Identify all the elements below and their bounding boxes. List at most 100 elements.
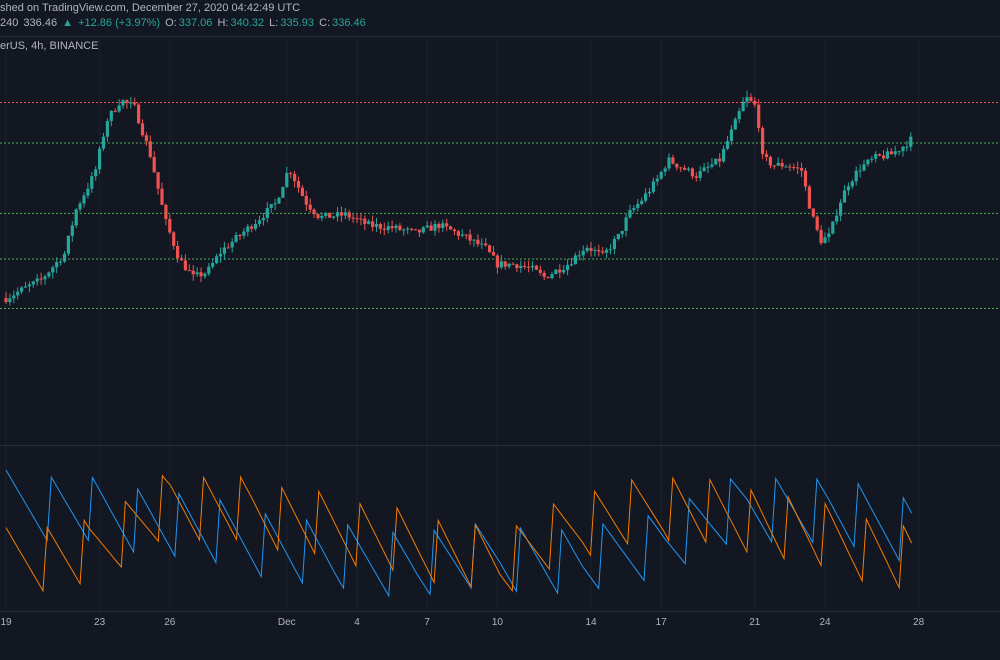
candle <box>827 233 831 238</box>
candle <box>20 287 24 292</box>
time-axis-label: 28 <box>913 617 925 628</box>
candle <box>410 228 414 230</box>
time-axis-label: 23 <box>94 617 106 628</box>
candle <box>527 266 531 268</box>
candle <box>121 100 125 106</box>
candle <box>589 247 593 251</box>
low-label: L: <box>269 17 279 29</box>
candle <box>503 261 507 267</box>
candle <box>741 101 745 112</box>
time-axis-label: Dec <box>278 617 296 628</box>
up-triangle-icon: ▲ <box>62 17 74 29</box>
candle <box>569 264 574 266</box>
candle <box>242 231 246 236</box>
candle <box>296 181 301 188</box>
candle <box>620 230 624 234</box>
candle <box>195 272 199 275</box>
candle <box>359 218 363 220</box>
candle <box>218 253 223 257</box>
candle <box>172 232 176 246</box>
candle <box>281 187 285 198</box>
candle <box>86 188 90 196</box>
candle <box>277 197 281 204</box>
candle <box>160 188 164 205</box>
candle <box>402 229 406 231</box>
candle <box>651 181 655 192</box>
candle <box>347 212 351 218</box>
candle <box>304 195 308 205</box>
candle <box>655 178 659 182</box>
candle <box>164 204 168 219</box>
candle <box>729 129 733 142</box>
candle <box>35 278 39 282</box>
candle <box>585 247 589 251</box>
candle <box>507 263 511 267</box>
candle <box>523 265 527 267</box>
publish-info: shed on TradingView.com, December 27, 20… <box>0 2 301 14</box>
candle <box>577 255 581 257</box>
candle <box>62 253 67 262</box>
candle <box>905 146 909 148</box>
candle <box>476 239 480 245</box>
candle <box>718 158 722 162</box>
candle <box>90 176 94 189</box>
last-price: 336.46 <box>23 17 58 29</box>
candle <box>616 233 620 240</box>
chart-header: shed on TradingView.com, December 27, 20… <box>0 0 1000 36</box>
candle <box>23 286 28 288</box>
candle <box>909 136 913 147</box>
candle <box>8 298 12 303</box>
candle <box>94 169 98 177</box>
candle <box>854 170 858 182</box>
candle <box>803 170 808 187</box>
candle <box>608 249 613 251</box>
candle <box>893 151 897 155</box>
candle <box>417 229 421 233</box>
candle <box>230 241 234 248</box>
time-axis-label: 4 <box>354 617 360 628</box>
candle <box>874 154 878 159</box>
candle <box>710 164 714 167</box>
candle <box>215 256 219 263</box>
candle <box>105 120 109 137</box>
time-axis-label: 14 <box>585 617 597 628</box>
candle <box>101 136 106 149</box>
candle <box>530 265 535 268</box>
candle <box>386 226 390 230</box>
aroon-line <box>5 474 913 593</box>
candle <box>772 165 776 167</box>
candle <box>328 212 332 218</box>
pane-divider[interactable] <box>0 445 1000 446</box>
time-axis-divider <box>0 611 1000 612</box>
candle <box>725 141 730 149</box>
time-axis-label: 24 <box>819 617 831 628</box>
candle <box>542 272 546 277</box>
candle <box>187 270 191 272</box>
candle <box>679 167 683 169</box>
close-value: 336.46 <box>332 17 366 29</box>
candle <box>819 229 823 244</box>
candle <box>702 167 706 171</box>
candle <box>835 215 839 222</box>
candle <box>39 278 43 280</box>
candle <box>831 221 835 234</box>
candle <box>324 212 328 216</box>
candle <box>733 119 737 130</box>
candle <box>683 167 687 170</box>
candle <box>320 215 324 219</box>
candle <box>761 128 765 155</box>
price-change: +12.86 (+3.97%) <box>78 17 161 29</box>
time-axis-label: 26 <box>164 617 176 628</box>
candle <box>562 269 566 273</box>
candle <box>749 97 753 101</box>
candle <box>671 157 675 164</box>
candle <box>308 204 312 210</box>
candle <box>850 181 854 187</box>
candle <box>133 102 137 105</box>
candle <box>870 158 874 160</box>
candle <box>70 225 74 236</box>
candle <box>460 234 464 236</box>
candle <box>753 100 757 105</box>
ohlc-legend: 240 336.46 ▲ +12.86 (+3.97%) O: 337.06 H:… <box>0 17 368 29</box>
